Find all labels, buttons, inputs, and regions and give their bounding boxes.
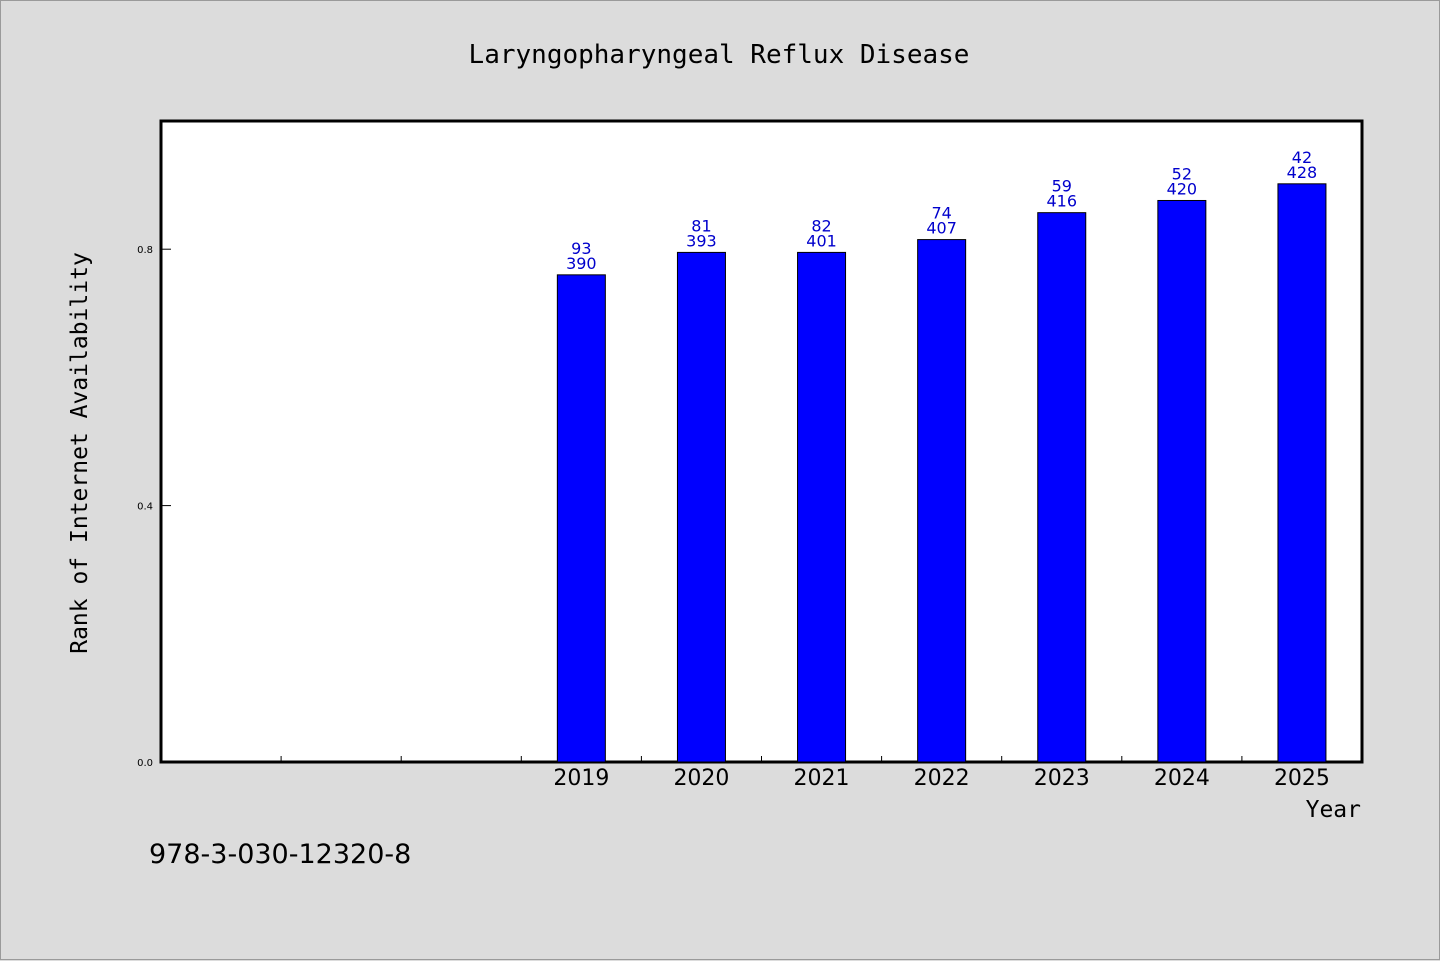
x-tick-label: 2023 (1034, 766, 1090, 791)
bar-2019 (556, 274, 606, 763)
x-tick-label: 2019 (553, 766, 609, 791)
chart-title: Laryngopharyngeal Reflux Disease (469, 40, 970, 70)
data-label-rank: 52 (1172, 164, 1192, 183)
data-label-rank: 82 (811, 216, 831, 235)
x-axis-label: Year (1306, 797, 1361, 823)
data-label-count: 401 (806, 231, 837, 250)
data-label-rank: 74 (931, 204, 951, 223)
bar-2023 (1037, 212, 1087, 763)
bar-2022 (917, 239, 967, 763)
x-tick-label: 2020 (673, 766, 729, 791)
footer-isbn: 978-3-030-12320-8 (149, 839, 411, 870)
data-label-rank: 59 (1052, 177, 1072, 196)
x-tick-label: 2022 (914, 766, 970, 791)
bar-2020 (676, 251, 726, 763)
data-label-count: 428 (1287, 163, 1318, 182)
data-label-rank: 93 (571, 239, 591, 258)
data-label-count: 416 (1046, 192, 1077, 211)
data-label-rank: 81 (691, 216, 711, 235)
y-tick-label: 0.4 (137, 502, 153, 513)
bars-layer (556, 183, 1327, 763)
data-label-count: 393 (686, 231, 717, 250)
x-tick-label: 2025 (1274, 766, 1330, 791)
x-tick-label: 2024 (1154, 766, 1210, 791)
y-tick-label: 0.0 (137, 758, 153, 769)
bar-2024 (1157, 199, 1207, 763)
bar-2025 (1277, 183, 1327, 763)
x-ticks: 2019 2020 2021 2022 2023 2024 2025 (280, 756, 1330, 791)
y-ticks: 0.0 0.4 0.8 (137, 245, 171, 769)
y-axis-label: Rank of Internet Availability (67, 252, 93, 654)
x-tick-label: 2021 (794, 766, 850, 791)
bar-2021 (797, 251, 847, 763)
data-label-count: 407 (926, 219, 957, 238)
data-label-count: 390 (566, 254, 597, 273)
y-tick-label: 0.8 (137, 245, 153, 256)
data-label-count: 420 (1167, 179, 1198, 198)
data-label-rank: 42 (1292, 148, 1312, 167)
